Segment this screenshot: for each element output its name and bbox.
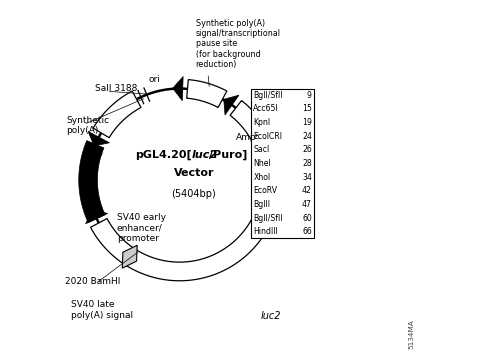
Polygon shape: [223, 95, 239, 115]
Text: SV40 late
poly(A) signal: SV40 late poly(A) signal: [71, 300, 133, 320]
Text: 28: 28: [301, 159, 311, 168]
Text: 66: 66: [301, 227, 311, 236]
Text: Synthetic poly(A)
signal/transcriptional
pause site
(for background
reduction): Synthetic poly(A) signal/transcriptional…: [195, 19, 280, 69]
Text: 19: 19: [301, 118, 311, 127]
Text: 26: 26: [301, 145, 311, 154]
Text: ori: ori: [148, 75, 160, 84]
Text: SalI 3188: SalI 3188: [95, 84, 137, 93]
Text: Ampʳ: Ampʳ: [235, 133, 258, 142]
Text: 9: 9: [306, 91, 311, 100]
Text: HindIII: HindIII: [253, 227, 277, 236]
Polygon shape: [229, 100, 275, 155]
Text: luc2: luc2: [192, 150, 218, 160]
Text: EcoICRI: EcoICRI: [253, 132, 282, 141]
Text: 34: 34: [301, 173, 311, 182]
Text: 5134MA: 5134MA: [408, 319, 414, 348]
Text: Synthetic
poly(A): Synthetic poly(A): [66, 116, 109, 135]
Text: EcoRV: EcoRV: [253, 186, 277, 195]
Text: /Puro]: /Puro]: [208, 150, 247, 160]
Text: Vector: Vector: [173, 168, 214, 178]
Text: 15: 15: [301, 104, 311, 113]
Polygon shape: [88, 131, 109, 146]
Polygon shape: [186, 80, 227, 108]
Bar: [251, 89, 313, 238]
Text: SV40 early
enhancer/
promoter: SV40 early enhancer/ promoter: [117, 213, 166, 243]
Text: 24: 24: [301, 132, 311, 141]
Polygon shape: [260, 177, 281, 193]
Polygon shape: [79, 141, 105, 222]
Text: Acc65I: Acc65I: [253, 104, 278, 113]
Text: pGL4.20[: pGL4.20[: [135, 150, 192, 160]
Polygon shape: [122, 245, 137, 268]
Polygon shape: [90, 215, 270, 281]
Text: luc2: luc2: [260, 311, 281, 320]
Text: SacI: SacI: [253, 145, 269, 154]
Text: Puroʳ: Puroʳ: [81, 152, 103, 161]
Text: BgIII: BgIII: [253, 200, 270, 209]
Polygon shape: [172, 76, 183, 101]
Text: 60: 60: [301, 213, 311, 222]
Text: XhoI: XhoI: [253, 173, 270, 182]
Text: 47: 47: [301, 200, 311, 209]
Text: NheI: NheI: [253, 159, 271, 168]
Text: BgII/SfII: BgII/SfII: [253, 91, 282, 100]
Text: KpnI: KpnI: [253, 118, 270, 127]
Text: BgII/SfII: BgII/SfII: [253, 213, 282, 222]
Text: 42: 42: [301, 186, 311, 195]
Text: 2020 BamHI: 2020 BamHI: [65, 276, 120, 285]
Text: (5404bp): (5404bp): [171, 189, 216, 199]
Polygon shape: [93, 91, 141, 138]
Polygon shape: [85, 210, 108, 224]
